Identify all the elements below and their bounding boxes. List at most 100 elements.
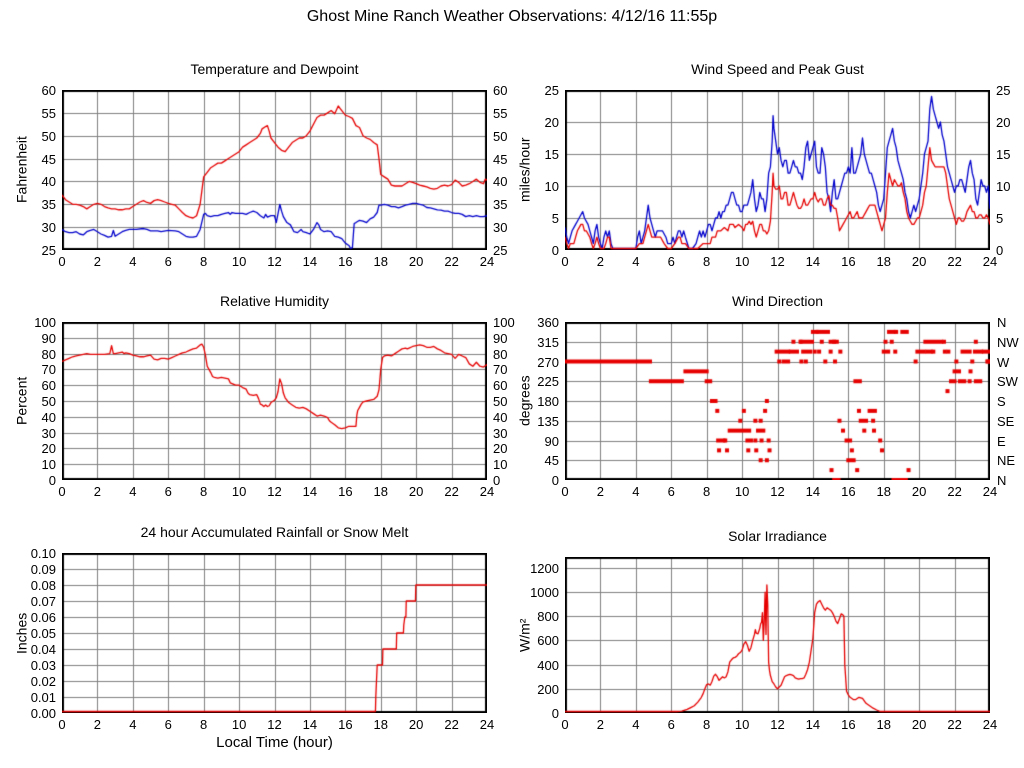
compass-label: NW [997,334,1019,350]
y-tick-label: 400 [537,657,559,673]
y-tick-label: 0.01 [30,690,56,705]
plot-canvas [565,322,990,480]
y-tick-label-right: 10 [493,457,508,473]
y-tick-label: 135 [537,413,559,429]
x-tick-label: 22 [947,484,962,499]
y-tick-label-right: 30 [493,220,508,236]
y-tick-label: 0.02 [30,674,56,689]
y-tick-label-right: 25 [493,243,508,258]
y-tick-label: 60 [41,378,56,394]
y-tick-label: 50 [41,128,56,144]
y-tick-label-right: 70 [493,362,508,378]
y-tick-label: 0 [551,473,559,488]
y-tick-label: 0.06 [30,610,56,625]
x-tick-label: 18 [373,254,388,269]
y-tick-label: 360 [537,315,559,330]
y-tick-label: 45 [544,453,559,469]
x-tick-label: 16 [338,254,353,269]
x-tick-label: 8 [703,717,711,732]
y-tick-label-right: 10 [996,179,1011,194]
y-tick-label-right: 0 [996,243,1004,258]
x-tick-label: 22 [947,717,962,732]
x-tick-label: 8 [200,484,208,499]
chart-title: Wind Direction [731,293,824,309]
x-tick-label: 22 [444,717,459,732]
y-tick-label: 45 [41,151,56,167]
compass-label: S [997,394,1006,409]
y-tick-label: 0.09 [30,562,56,577]
y-tick-label-right: 20 [996,115,1011,130]
page-title: Ghost Mine Ranch Weather Observations: 4… [306,8,718,25]
y-tick-label-right: 40 [493,174,508,190]
x-tick-label: 20 [911,484,927,499]
x-tick-label: 18 [876,717,891,732]
plot-canvas [62,553,487,713]
x-tick-label: 0 [58,254,66,269]
x-tick-label: 6 [164,717,172,732]
x-tick-label: 16 [841,254,856,269]
y-tick-label: 40 [41,174,56,190]
plot-canvas [62,90,487,250]
y-tick-label: 0.00 [30,706,56,721]
compass-label: W [997,354,1010,370]
plot-canvas [62,322,487,480]
x-tick-label: 24 [479,717,495,732]
x-tick-label: 14 [805,484,821,499]
x-tick-label: 16 [338,484,353,499]
x-tick-label: 12 [267,717,282,732]
y-tick-label: 800 [537,609,559,625]
y-tick-label: 60 [41,83,56,98]
y-tick-label: 50 [41,394,56,409]
x-tick-label: 12 [267,254,282,269]
y-tick-label: 315 [537,334,559,350]
y-tick-label-right: 0 [493,473,501,488]
y-tick-label: 55 [41,105,56,121]
x-tick-label: 10 [734,717,750,732]
y-tick-label: 20 [41,441,56,457]
x-tick-label: 8 [200,254,208,269]
y-tick-label-right: 100 [493,315,515,330]
x-axis-label: Local Time (hour) [216,734,333,751]
y-tick-label: 5 [551,211,559,226]
y-tick-label-right: 20 [493,441,508,457]
y-axis-label: miles/hour [516,137,533,203]
y-tick-label: 0.05 [30,626,56,641]
x-tick-label: 12 [267,484,282,499]
y-tick-label: 70 [41,362,56,378]
x-tick-label: 4 [632,717,640,732]
plot-canvas [565,557,990,713]
y-tick-label-right: 55 [493,105,508,121]
compass-label: SE [997,413,1015,429]
x-tick-label: 10 [231,254,247,269]
compass-label: N [997,473,1007,488]
x-tick-label: 8 [703,484,711,499]
x-tick-label: 8 [200,717,208,732]
x-tick-label: 4 [129,254,137,269]
x-tick-label: 14 [805,254,821,269]
x-tick-label: 14 [805,717,821,732]
x-tick-label: 2 [93,484,102,499]
y-tick-label: 0 [551,706,559,721]
y-tick-label: 10 [544,179,559,194]
y-tick-label-right: 30 [493,425,508,441]
x-tick-label: 12 [770,484,785,499]
x-tick-label: 0 [58,484,66,499]
x-tick-label: 6 [164,254,172,269]
y-tick-label: 10 [41,457,56,473]
x-tick-label: 6 [164,484,172,499]
x-tick-label: 4 [129,484,137,499]
compass-label: SW [997,374,1018,390]
y-tick-label-right: 50 [493,394,508,409]
y-tick-label: 35 [41,197,56,213]
x-tick-label: 24 [982,484,998,499]
y-tick-label: 80 [41,346,56,362]
y-tick-label-right: 90 [493,330,508,346]
y-tick-label: 1200 [530,560,559,576]
y-tick-label-right: 50 [493,128,508,144]
x-tick-label: 14 [302,717,318,732]
x-tick-label: 14 [302,484,318,499]
y-tick-label: 600 [537,633,559,649]
y-tick-label: 30 [41,425,56,441]
y-tick-label: 0.08 [30,578,56,593]
x-tick-label: 10 [231,717,247,732]
